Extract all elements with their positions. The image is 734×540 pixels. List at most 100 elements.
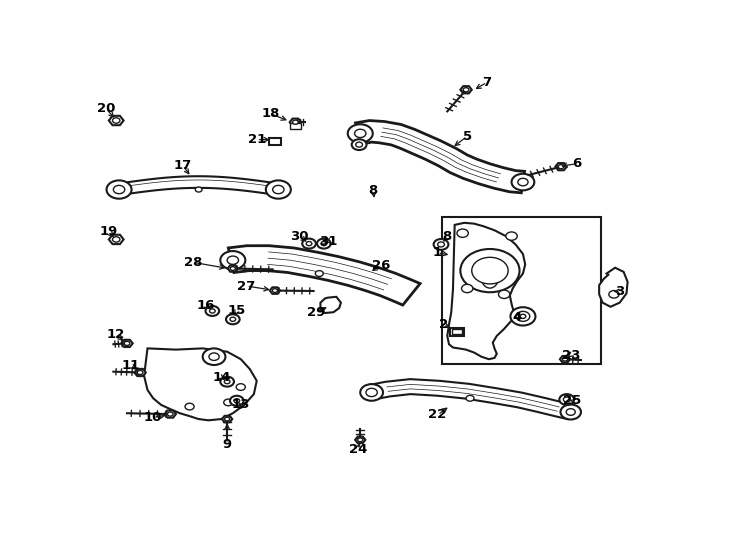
Circle shape <box>460 249 520 292</box>
Polygon shape <box>599 268 628 307</box>
Text: 13: 13 <box>232 399 250 411</box>
Circle shape <box>206 306 219 316</box>
Polygon shape <box>290 119 301 126</box>
Circle shape <box>352 139 366 150</box>
Text: 26: 26 <box>371 259 390 272</box>
Polygon shape <box>228 246 420 305</box>
Text: 6: 6 <box>572 157 581 170</box>
Circle shape <box>266 180 291 199</box>
Text: 31: 31 <box>319 235 337 248</box>
Polygon shape <box>222 416 232 422</box>
Bar <box>269 138 280 145</box>
Circle shape <box>463 87 469 92</box>
Text: 5: 5 <box>462 130 472 143</box>
Circle shape <box>209 353 219 360</box>
Bar <box>452 329 462 334</box>
Circle shape <box>559 394 574 405</box>
Circle shape <box>230 396 244 406</box>
Circle shape <box>520 314 526 319</box>
Circle shape <box>516 312 530 321</box>
Circle shape <box>226 314 239 324</box>
Text: 19: 19 <box>100 226 118 239</box>
Circle shape <box>356 142 363 147</box>
Circle shape <box>462 285 473 293</box>
Circle shape <box>316 271 323 276</box>
Circle shape <box>272 185 284 194</box>
Circle shape <box>517 178 528 186</box>
Text: 23: 23 <box>562 348 580 361</box>
Polygon shape <box>560 356 570 362</box>
Text: 8: 8 <box>443 230 452 242</box>
Circle shape <box>608 291 619 298</box>
Circle shape <box>348 124 373 143</box>
Circle shape <box>272 289 277 293</box>
Circle shape <box>124 341 130 346</box>
Circle shape <box>167 412 173 416</box>
Polygon shape <box>144 348 257 420</box>
Bar <box>442 217 601 364</box>
Text: 20: 20 <box>97 102 115 115</box>
Polygon shape <box>368 379 574 419</box>
Circle shape <box>220 377 234 387</box>
Circle shape <box>112 118 120 123</box>
Text: 10: 10 <box>144 411 162 424</box>
Text: 4: 4 <box>512 311 522 324</box>
Circle shape <box>195 187 202 192</box>
Circle shape <box>106 180 131 199</box>
Circle shape <box>230 317 236 321</box>
Polygon shape <box>121 340 133 347</box>
Text: 21: 21 <box>247 133 266 146</box>
Circle shape <box>563 397 570 402</box>
Circle shape <box>466 395 474 401</box>
Circle shape <box>434 239 448 250</box>
Circle shape <box>512 174 534 191</box>
Ellipse shape <box>482 267 498 288</box>
Polygon shape <box>355 120 525 193</box>
Circle shape <box>355 129 366 138</box>
Circle shape <box>220 251 245 269</box>
Text: 8: 8 <box>368 184 378 197</box>
Circle shape <box>480 263 500 278</box>
Text: 3: 3 <box>615 285 625 298</box>
Circle shape <box>185 403 194 410</box>
Circle shape <box>317 239 330 248</box>
Circle shape <box>510 307 535 326</box>
Circle shape <box>225 380 230 384</box>
Circle shape <box>209 309 215 313</box>
Polygon shape <box>164 410 176 417</box>
Circle shape <box>498 290 510 299</box>
Polygon shape <box>109 116 123 125</box>
Circle shape <box>561 404 581 420</box>
Text: 25: 25 <box>563 394 581 407</box>
Circle shape <box>357 438 363 442</box>
Text: 14: 14 <box>212 371 230 384</box>
Circle shape <box>234 399 239 403</box>
Circle shape <box>360 384 383 401</box>
Circle shape <box>506 232 517 240</box>
Bar <box>290 123 301 129</box>
Circle shape <box>203 348 225 365</box>
Text: 11: 11 <box>121 359 139 372</box>
Text: 16: 16 <box>196 299 215 312</box>
Circle shape <box>302 239 316 248</box>
Circle shape <box>306 241 312 246</box>
Text: 18: 18 <box>262 107 280 120</box>
Text: 12: 12 <box>106 328 125 341</box>
Polygon shape <box>270 287 280 294</box>
Circle shape <box>566 409 575 415</box>
Polygon shape <box>117 176 280 195</box>
Circle shape <box>562 357 567 361</box>
Circle shape <box>437 242 445 247</box>
Text: 28: 28 <box>184 256 202 269</box>
Circle shape <box>293 120 298 124</box>
Circle shape <box>137 370 143 375</box>
Circle shape <box>227 256 239 265</box>
Circle shape <box>558 165 564 168</box>
Polygon shape <box>556 163 567 170</box>
Polygon shape <box>460 86 472 93</box>
Circle shape <box>225 417 230 421</box>
Text: 2: 2 <box>439 318 448 331</box>
Circle shape <box>472 258 508 284</box>
Polygon shape <box>109 235 123 244</box>
Polygon shape <box>228 265 238 272</box>
